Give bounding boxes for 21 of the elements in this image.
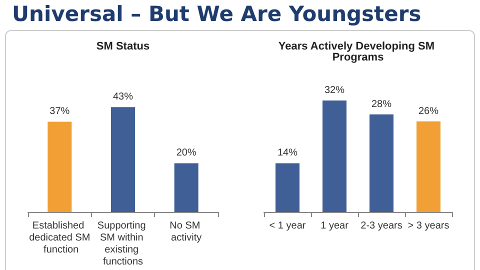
chart-title: SM Status	[96, 40, 150, 52]
data-label: 26%	[418, 106, 439, 117]
data-label: 37%	[50, 106, 70, 118]
chart-title: Years Actively Developing SM Programs	[278, 40, 438, 64]
x-tick-label: 2-3 years	[360, 220, 402, 232]
data-label: 28%	[371, 98, 392, 110]
x-tick-label: Established dedicated SM function	[29, 220, 90, 256]
x-tick-label: < 1 year	[269, 220, 306, 232]
bar	[416, 121, 440, 212]
bar	[370, 114, 394, 212]
bar	[276, 163, 300, 212]
data-label: 14%	[277, 148, 298, 159]
x-tick-label: No SM activity	[170, 220, 204, 244]
text: Universal – But We Are Youngsters	[12, 2, 422, 26]
x-tick-label: > 3 years	[408, 220, 450, 232]
x-tick-label: 1 year	[320, 220, 350, 232]
data-label: 32%	[324, 84, 345, 96]
data-label: 20%	[176, 148, 196, 159]
data-label: 43%	[112, 92, 134, 103]
bar	[322, 100, 346, 212]
x-tick-label: Supporting SM within existing functions	[97, 220, 149, 268]
